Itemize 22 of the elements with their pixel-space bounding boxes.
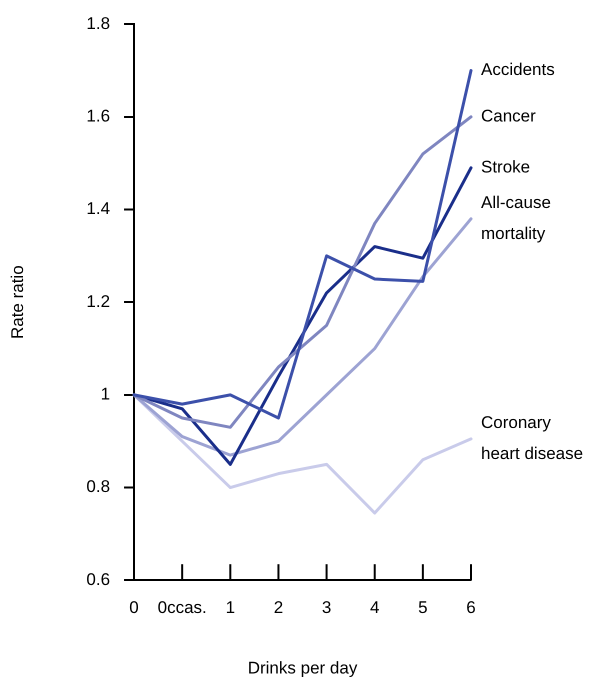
- series-label: Cancer: [481, 106, 536, 126]
- x-tick-label: 6: [466, 598, 476, 618]
- x-tick-label: 5: [418, 598, 428, 618]
- series-label: Coronary heart disease: [481, 413, 584, 464]
- y-tick-label: 1.6: [86, 106, 110, 126]
- y-axis-title: Rate ratio: [8, 265, 27, 340]
- series-label: Stroke: [481, 158, 530, 177]
- y-tick-label: 0.6: [86, 570, 110, 589]
- y-tick-label: 0.8: [86, 477, 110, 496]
- y-tick-label: 1.4: [86, 199, 110, 218]
- y-tick-label: 1.8: [86, 14, 110, 33]
- x-tick-label: 4: [370, 598, 380, 618]
- y-tick-label: 1.2: [86, 292, 110, 311]
- y-tick-label: 1: [100, 384, 110, 404]
- x-tick-label: 3: [322, 598, 332, 618]
- x-tick-label: 0ccas.: [158, 598, 207, 618]
- series-label: Accidents: [481, 60, 555, 80]
- series-label: All-cause mortality: [481, 192, 551, 243]
- x-tick-label: 0: [129, 598, 139, 618]
- x-tick-label: 2: [274, 598, 284, 618]
- x-tick-label: 1: [226, 598, 236, 618]
- x-axis-title: Drinks per day: [248, 658, 358, 678]
